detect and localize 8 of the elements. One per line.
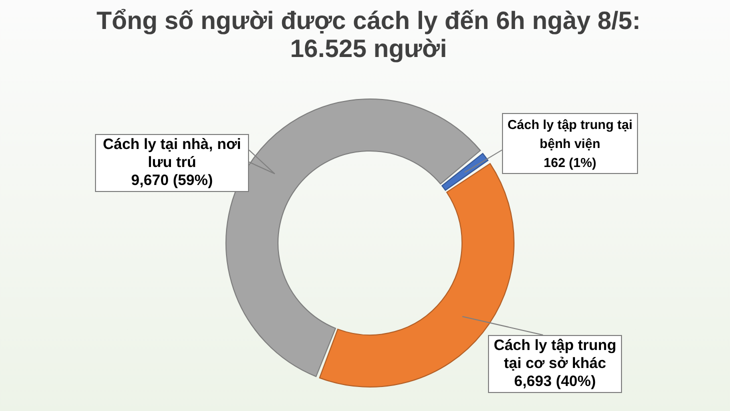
data-label: 9,670 (59%) <box>130 172 214 190</box>
chart-subtitle: 16.525 người <box>289 35 448 63</box>
slice-label: Cách ly tại nhà, nơi lưu trú <box>102 136 242 172</box>
slice-label: Cách ly tập trung tại bệnh viện <box>506 116 634 153</box>
chart-title: Tổng số người được cách ly đến 6h ngày 8/5: <box>95 7 642 35</box>
data-label: 6,693 (40%) <box>513 373 597 391</box>
data-label: 162 (1%) <box>542 154 598 172</box>
slice-label: Cách ly tập trung tại cơ sở khác <box>492 337 618 373</box>
